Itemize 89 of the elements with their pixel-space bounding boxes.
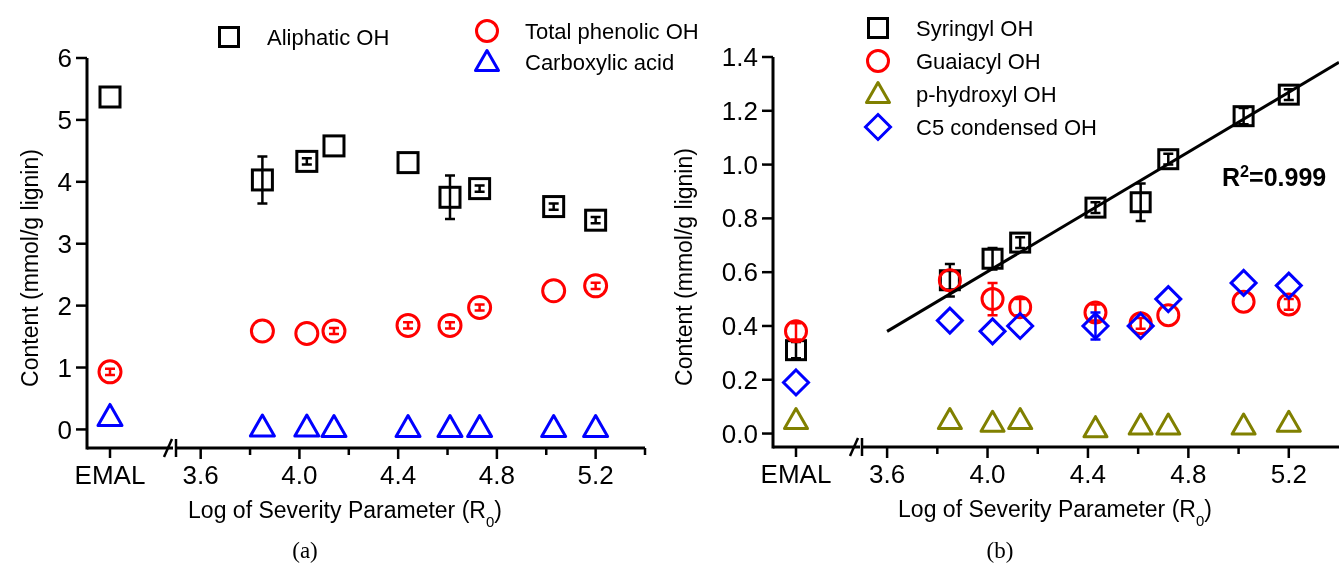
- point: [468, 177, 492, 201]
- y-tick-label: 0: [57, 414, 72, 445]
- y-tick-label: 0.4: [721, 311, 758, 342]
- x-tick-label: 4.8: [1170, 459, 1207, 489]
- text: (a): [292, 538, 318, 563]
- point: [466, 414, 494, 439]
- point: [1155, 412, 1182, 436]
- point: [321, 318, 347, 344]
- point: [980, 287, 1005, 312]
- point: [1157, 148, 1180, 171]
- point: [979, 409, 1006, 433]
- x-tick-label: EMAL: [760, 459, 832, 489]
- annotation: R$^{2}$=0.999: [1222, 162, 1327, 191]
- text: (b): [986, 538, 1014, 563]
- point: [540, 414, 568, 439]
- legend-label: Syringyl OH: [916, 15, 1034, 41]
- y-tick-label: 1.4: [721, 42, 758, 73]
- point: [320, 414, 348, 439]
- y-tick-label: 3: [57, 228, 72, 259]
- point: [1232, 105, 1255, 128]
- y-tick-label: 5: [57, 105, 72, 135]
- point: [1081, 311, 1110, 340]
- point: [1084, 196, 1107, 219]
- y-tick-label: 0.8: [721, 203, 758, 234]
- x-tick-label: 4.0: [969, 459, 1006, 489]
- point: [582, 414, 610, 439]
- legend-label: Total phenolic OH: [525, 18, 699, 44]
- point: [396, 151, 420, 175]
- point: [250, 168, 274, 192]
- point: [249, 318, 275, 344]
- point: [1229, 268, 1258, 297]
- point: [1156, 303, 1181, 328]
- point: [583, 273, 609, 299]
- x-tick-label: 3.6: [869, 459, 906, 489]
- point: [1009, 231, 1032, 254]
- point: [978, 317, 1007, 346]
- point: [322, 134, 346, 158]
- point: [541, 278, 567, 304]
- x-tick-label: EMAL: [74, 460, 146, 490]
- point: [1127, 412, 1154, 436]
- y-tick-label: 1.2: [721, 95, 758, 126]
- point: [294, 320, 320, 346]
- point: [981, 247, 1004, 270]
- y-axis-title: Content (mmol/g lignin): [17, 149, 43, 387]
- point: [935, 306, 964, 335]
- point: [467, 294, 493, 320]
- legend-label: C5 condensed OH: [916, 114, 1097, 140]
- legend-label: Aliphatic OH: [267, 24, 390, 50]
- point: [394, 414, 422, 439]
- point: [1230, 412, 1257, 436]
- point: [1006, 311, 1035, 340]
- point: [295, 149, 319, 173]
- legend-label: Carboxylic acid: [525, 49, 675, 75]
- point: [1274, 271, 1303, 300]
- legend-label: Guaiacyl OH: [916, 48, 1041, 74]
- y-tick-label: 0.0: [721, 418, 758, 449]
- y-tick-label: 1.0: [721, 149, 758, 180]
- point: [542, 195, 566, 219]
- x-tick-label: 4.8: [478, 460, 515, 490]
- point: [438, 185, 462, 209]
- x-axis-title: Log of Severity Parameter (R$_{0}$): [188, 497, 502, 530]
- point: [1007, 407, 1034, 431]
- point: [936, 407, 963, 431]
- legend-label: p-hydroxyl OH: [916, 81, 1057, 107]
- point: [1275, 409, 1302, 433]
- y-tick-label: 4: [57, 166, 72, 197]
- point: [1129, 191, 1152, 214]
- point: [395, 312, 421, 338]
- y-axis-title: Content (mmol/g lignin): [671, 148, 697, 386]
- y-tick-label: 0.6: [721, 257, 758, 288]
- y-tick-label: 1: [57, 352, 72, 383]
- point: [1154, 285, 1183, 314]
- y-tick-label: 6: [57, 43, 72, 74]
- x-axis-title: Log of Severity Parameter (R$_{0}$): [898, 496, 1212, 529]
- x-tick-label: 5.2: [577, 460, 614, 490]
- point: [437, 312, 463, 338]
- y-tick-label: 0.2: [721, 364, 758, 395]
- point: [436, 414, 464, 439]
- point: [293, 413, 321, 438]
- x-tick-label: 3.6: [182, 460, 219, 490]
- point: [1082, 415, 1109, 439]
- x-tick-label: 4.4: [1069, 459, 1107, 489]
- x-tick-label: 4.0: [281, 460, 318, 490]
- x-tick-label: 4.4: [380, 460, 417, 490]
- point: [248, 413, 276, 438]
- y-tick-label: 2: [57, 290, 72, 321]
- point: [584, 208, 608, 232]
- point: [1277, 83, 1300, 106]
- x-tick-label: 5.2: [1270, 459, 1307, 489]
